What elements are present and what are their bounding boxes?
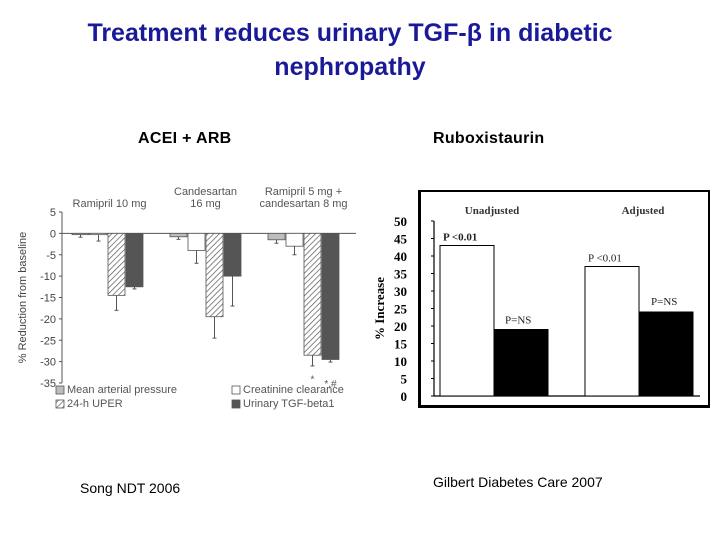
right-y-tick-label: 50 [394,214,407,229]
left-bar [321,232,340,360]
right-y-tick-label: 45 [394,232,408,247]
left-y-tick-label: -10 [40,271,56,283]
right-y-tick-label: 20 [394,319,407,334]
left-group-label: Candesartan [174,186,237,198]
left-group-label: candesartan 8 mg [259,198,347,210]
left-y-tick-label: -25 [40,335,56,347]
left-annotation: *,# [324,379,337,390]
right-y-axis-label: % Increase [372,277,387,340]
left-y-tick-label: -15 [40,293,56,305]
right-y-tick-label: 25 [394,302,408,317]
left-legend-swatch [55,399,65,409]
left-legend-swatch [231,385,241,395]
right-y-tick-label: 5 [401,372,408,387]
left-y-tick-label: -35 [40,378,56,390]
slide-title: Treatment reduces urinary TGF-β in diabe… [0,16,700,84]
left-chart: 5 0 -5 -10 -15 -20 -25 -30 -35 % Reduction from b… [17,186,356,410]
left-bar [205,232,224,318]
right-y-tick-label: 0 [401,389,408,404]
left-bar [267,232,286,241]
left-y-axis-label: % Reduction from baseline [17,232,29,363]
left-y-tick-label: -20 [40,314,56,326]
left-bar [187,232,206,251]
left-bar [285,232,304,247]
left-bar [169,232,188,238]
left-legend-label: Creatinine clearance [243,384,344,396]
left-group-label: 16 mg [190,198,221,210]
left-y-tick-label: 0 [50,228,56,240]
left-y-tick-label: -5 [46,250,56,262]
left-bar [89,232,108,236]
left-y-tick-label: 5 [50,207,56,219]
left-group-label: Ramipril 10 mg [73,198,147,210]
left-group-label: Ramipril 5 mg + [265,186,342,198]
right-group-label: Unadjusted [465,205,519,217]
right-annotation: P=NS [651,296,677,308]
left-annotation: * [311,375,315,386]
right-bar [638,311,694,397]
left-legend-swatch [55,385,65,395]
right-citation: Gilbert Diabetes Care 2007 [433,474,603,490]
right-y-tick-label: 40 [394,249,407,264]
left-legend-label: 24-h UPER [67,398,123,410]
right-bar [584,266,640,397]
right-bar [439,245,495,397]
left-bar [125,232,144,288]
right-y-tick-label: 30 [394,284,407,299]
left-bar [303,232,322,356]
right-group-label: Adjusted [622,205,665,217]
slide-title-line1: Treatment reduces urinary TGF-β in diabe… [87,19,613,47]
right-annotation: P <0.01 [443,232,477,244]
left-chart-heading: ACEI + ARB [138,130,232,147]
left-legend-label: Urinary TGF-beta1 [243,398,335,410]
right-chart: 0 5 10 15 20 25 30 35 40 45 50 % Increase Unadjusted… [372,190,710,408]
right-annotation: P <0.01 [588,253,622,265]
right-y-tick-label: 15 [394,337,408,352]
right-chart-heading: Ruboxistaurin [433,130,545,147]
right-annotation: P=NS [505,315,531,327]
right-y-tick-label: 10 [394,354,407,369]
left-citation: Song NDT 2006 [80,480,181,496]
left-bar [223,232,242,277]
left-bar [107,232,126,296]
slide-title-line2: nephropathy [274,53,426,81]
left-y-tick-label: -30 [40,357,56,369]
left-legend-swatch [231,399,241,409]
left-bar [71,232,90,236]
left-legend-label: Mean arterial pressure [67,384,177,396]
right-y-tick-label: 35 [394,267,408,282]
right-bar [493,329,549,397]
